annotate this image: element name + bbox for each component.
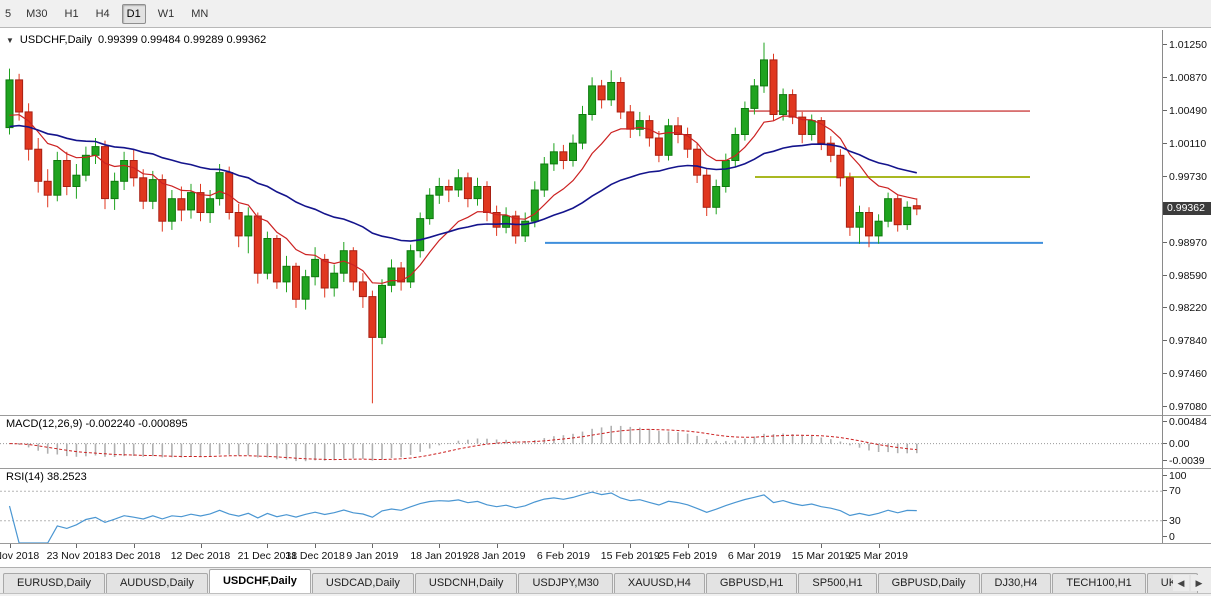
price-scale: 1.01250 1.00870 1.00490 1.00110 0.99730 0.993… — [1162, 30, 1211, 415]
macd-scale-label: 0.00 — [1162, 437, 1190, 450]
timeframe-w1-button[interactable]: W1 — [157, 7, 175, 20]
macd-scale-label: 0.00484 — [1163, 416, 1207, 429]
timeframe-h1-button[interactable]: H1 — [64, 7, 79, 20]
rsi-scale-label: 70 — [1163, 485, 1181, 498]
rsi-scale: 100 70 30 0 — [1163, 469, 1211, 543]
date-label: 12 Dec 2018 — [170, 550, 231, 562]
chart-title: ▼ USDCHF,Daily 0.99399 0.99484 0.99289 0… — [6, 34, 266, 46]
chart-window: ▼ USDCHF,Daily 0.99399 0.99484 0.99289 0… — [0, 28, 1211, 567]
rsi-line — [8, 491, 917, 543]
tab-scroll-left-button[interactable]: ◀ — [1173, 575, 1189, 591]
date-label: 14 Nov 2018 — [0, 550, 40, 562]
tab-eurusd-daily[interactable]: EURUSD,Daily — [3, 573, 105, 593]
tab-gbpusd-h1[interactable]: GBPUSD,H1 — [705, 573, 798, 593]
date-label: 6 Feb 2019 — [536, 550, 590, 562]
rsi-scale-label: 30 — [1163, 514, 1181, 527]
date-tick — [630, 544, 632, 548]
chart-tab-bar: EURUSD,Daily AUDUSD,Daily USDCHF,Daily USDC… — [0, 567, 1211, 593]
date-label: 21 Dec 2018 — [237, 550, 298, 562]
price-scale-label: 0.99730 — [1163, 170, 1207, 183]
date-tick — [9, 544, 11, 548]
price-scale-label: 0.97080 — [1163, 400, 1207, 413]
panel-separator[interactable] — [0, 415, 1211, 416]
scale-divider — [1162, 30, 1163, 543]
tab-xauusd-h4[interactable]: XAUUSD,H4 — [613, 573, 705, 593]
status-bar — [0, 593, 1211, 596]
macd-label: MACD(12,26,9) -0.002240 -0.000895 — [6, 418, 188, 430]
date-tick — [878, 544, 880, 548]
macd-panel[interactable]: MACD(12,26,9) -0.002240 -0.000895 — [0, 416, 1162, 468]
date-tick — [315, 544, 317, 548]
macd-scale: 0.00484 0.00 -0.0039 — [1162, 416, 1211, 468]
tab-scroll-right-button[interactable]: ▶ — [1191, 575, 1207, 591]
price-scale-label: 1.00490 — [1163, 105, 1207, 118]
fast-ma — [9, 114, 917, 284]
date-tick — [200, 544, 202, 548]
price-scale-label: 1.01250 — [1163, 39, 1207, 52]
timeframe-toolbar: 5 M30 H1 H4 D1 W1 MN — [0, 0, 1211, 28]
rsi-panel[interactable]: RSI(14) 38.2523 — [0, 469, 1162, 543]
timeframe-m30-button[interactable]: M30 — [26, 7, 48, 20]
timeframe-d1-button[interactable]: D1 — [121, 3, 146, 24]
chart-symbol-label: USDCHF,Daily — [19, 34, 93, 46]
date-tick — [439, 544, 441, 548]
date-label: 15 Feb 2019 — [600, 550, 660, 562]
tab-audusd-daily[interactable]: AUDUSD,Daily — [105, 573, 208, 593]
date-label: 31 Dec 2018 — [285, 550, 345, 562]
price-scale-label: 0.97460 — [1163, 367, 1207, 380]
chart-dropdown-icon[interactable]: ▼ — [6, 35, 14, 45]
date-label: 23 Nov 2018 — [46, 550, 107, 562]
date-tick — [372, 544, 374, 548]
candlestick-svg — [5, 42, 1043, 404]
date-tick — [496, 544, 498, 548]
date-label: 28 Jan 2019 — [467, 550, 526, 562]
date-label: 18 Jan 2019 — [410, 550, 469, 562]
date-tick — [563, 544, 565, 548]
date-tick — [821, 544, 823, 548]
macd-signal-line — [9, 428, 917, 461]
price-scale-label: 0.98970 — [1163, 236, 1207, 249]
date-tick — [267, 544, 269, 548]
current-price-badge: 0.99362 — [1163, 201, 1211, 215]
date-label: 3 Dec 2018 — [106, 550, 161, 562]
macd-svg — [0, 425, 1162, 462]
macd-scale-label: -0.0039 — [1163, 454, 1205, 467]
date-label: 6 Mar 2019 — [727, 550, 781, 562]
tab-sp500-h1[interactable]: SP500,H1 — [798, 573, 877, 593]
timeframe-mn-button[interactable]: MN — [191, 7, 209, 20]
timeframe-5-button[interactable]: 5 — [5, 7, 12, 20]
panel-separator[interactable] — [0, 468, 1211, 469]
price-scale-label: 0.97840 — [1163, 334, 1207, 347]
slow-ma — [9, 124, 917, 242]
price-scale-label: 1.00870 — [1163, 72, 1207, 85]
chart-ohlc-values: 0.99399 0.99484 0.99289 0.99362 — [98, 34, 267, 46]
date-tick — [133, 544, 135, 548]
tab-usdcnh-daily[interactable]: USDCNH,Daily — [414, 573, 518, 593]
panel-separator — [0, 543, 1211, 544]
date-label: 15 Mar 2019 — [791, 550, 851, 562]
tab-dj30-h4[interactable]: DJ30,H4 — [980, 573, 1052, 593]
date-tick — [687, 544, 689, 548]
rsi-scale-label: 100 — [1163, 470, 1187, 482]
rsi-svg — [0, 490, 1162, 543]
timeframe-h4-button[interactable]: H4 — [95, 7, 110, 20]
date-tick — [76, 544, 78, 548]
tab-usdcad-daily[interactable]: USDCAD,Daily — [311, 573, 414, 593]
tab-tech100-h1[interactable]: TECH100,H1 — [1052, 573, 1146, 593]
price-scale-label: 1.00110 — [1162, 138, 1207, 151]
price-chart[interactable]: ▼ USDCHF,Daily 0.99399 0.99484 0.99289 0… — [0, 30, 1162, 415]
date-label: 9 Jan 2019 — [346, 550, 399, 562]
tab-gbpusd-daily[interactable]: GBPUSD,Daily — [877, 573, 980, 593]
price-scale-label: 0.98590 — [1163, 269, 1207, 282]
price-scale-label: 0.98220 — [1163, 301, 1207, 314]
date-label: 25 Mar 2019 — [849, 550, 909, 562]
date-label: 25 Feb 2019 — [658, 550, 718, 562]
rsi-label: RSI(14) 38.2523 — [6, 471, 87, 483]
rsi-scale-label: 0 — [1163, 531, 1175, 543]
date-tick — [754, 544, 756, 548]
tab-usdchf-daily[interactable]: USDCHF,Daily — [208, 569, 311, 593]
tab-usdjpy-m30[interactable]: USDJPY,M30 — [518, 573, 613, 593]
